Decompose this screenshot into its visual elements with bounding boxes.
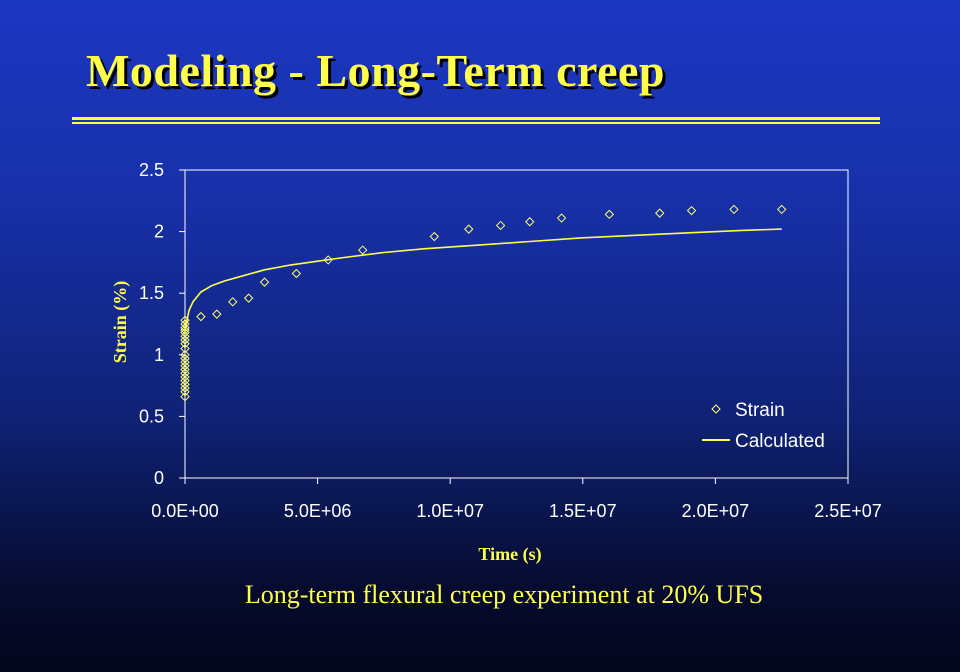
x-tick-label: 0.0E+00 xyxy=(151,501,219,521)
strain-point xyxy=(180,391,190,402)
strain-point xyxy=(180,319,190,329)
strain-point xyxy=(180,335,190,345)
slide-caption: Long-term flexural creep experiment at 2… xyxy=(244,580,764,609)
strain-point xyxy=(259,277,270,287)
strain-point xyxy=(604,209,615,220)
y-axis: 0 0.5 1 1.5 2 2.5 xyxy=(139,160,185,488)
strain-point xyxy=(729,204,739,215)
y-axis-title: Strain (%) xyxy=(110,281,131,364)
strain-point xyxy=(776,204,787,215)
x-tick-label: 1.5E+07 xyxy=(549,501,617,521)
y-tick-label: 0 xyxy=(154,468,164,488)
strain-point xyxy=(243,293,254,303)
strain-point xyxy=(180,343,190,354)
calculated-series xyxy=(184,228,782,331)
strain-point xyxy=(323,255,333,265)
y-tick-label: 2 xyxy=(154,222,164,242)
strain-point xyxy=(686,205,697,216)
strain-point xyxy=(180,322,190,333)
strain-point xyxy=(495,220,506,231)
strain-point xyxy=(291,268,302,279)
slide-title: Modeling - Long-Term creep xyxy=(86,45,665,96)
x-tick-label: 1.0E+07 xyxy=(416,501,484,521)
x-tick-label: 5.0E+06 xyxy=(284,501,352,521)
strain-point xyxy=(464,224,474,234)
strain-point xyxy=(180,339,190,349)
strain-point xyxy=(180,364,190,375)
strain-point xyxy=(556,213,567,223)
chart-legend: Strain Calculated xyxy=(702,400,825,452)
strain-point xyxy=(180,375,190,386)
calculated-line xyxy=(184,228,782,331)
strain-point xyxy=(180,372,190,382)
strain-point xyxy=(357,245,368,255)
strain-point xyxy=(180,331,190,342)
x-axis-title: Time (s) xyxy=(478,544,541,565)
strain-point xyxy=(228,297,238,307)
strain-point xyxy=(180,353,190,364)
strain-point xyxy=(655,208,665,218)
x-tick-label: 2.0E+07 xyxy=(682,501,750,521)
strain-point xyxy=(180,379,190,390)
strain-point xyxy=(525,217,535,227)
strain-point xyxy=(180,315,190,326)
y-tick-label: 2.5 xyxy=(139,160,164,180)
strain-point xyxy=(196,311,206,322)
title-underline-thick xyxy=(72,117,880,120)
legend-strain-label: Strain xyxy=(735,400,785,421)
strain-point xyxy=(180,357,190,367)
strain-point xyxy=(180,361,190,371)
y-tick-label: 0.5 xyxy=(139,406,164,426)
x-axis: 0.0E+00 5.0E+06 1.0E+07 1.5E+07 2.0E+07 2.5E+… xyxy=(151,478,882,521)
strain-point xyxy=(180,383,190,393)
y-tick-label: 1 xyxy=(154,345,164,365)
y-tick-label: 1.5 xyxy=(139,283,164,303)
strain-point xyxy=(212,309,222,319)
title-underline-thin xyxy=(72,122,880,124)
strain-point xyxy=(429,231,439,242)
strain-series xyxy=(180,204,787,402)
x-tick-label: 2.5E+07 xyxy=(814,501,882,521)
legend-calculated-label: Calculated xyxy=(735,431,825,452)
strain-point xyxy=(180,350,190,360)
strain-point xyxy=(180,387,190,397)
legend-strain-marker xyxy=(711,404,721,414)
strain-point xyxy=(180,368,190,378)
